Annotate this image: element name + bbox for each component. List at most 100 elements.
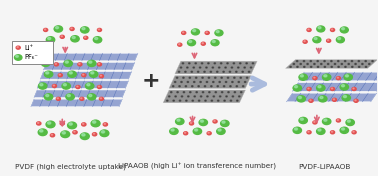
Ellipse shape <box>202 77 203 78</box>
Ellipse shape <box>37 122 41 125</box>
Ellipse shape <box>317 128 325 134</box>
Ellipse shape <box>212 40 215 43</box>
Ellipse shape <box>194 96 195 97</box>
Ellipse shape <box>174 81 176 83</box>
Ellipse shape <box>317 61 318 62</box>
Ellipse shape <box>85 83 94 89</box>
Ellipse shape <box>14 55 22 60</box>
Ellipse shape <box>330 87 335 90</box>
Ellipse shape <box>170 128 178 134</box>
Ellipse shape <box>238 67 239 68</box>
Ellipse shape <box>332 29 333 30</box>
Ellipse shape <box>338 61 339 62</box>
Ellipse shape <box>193 128 201 134</box>
Ellipse shape <box>336 77 341 80</box>
Ellipse shape <box>324 119 327 121</box>
Ellipse shape <box>90 71 98 77</box>
Ellipse shape <box>304 66 305 67</box>
Ellipse shape <box>53 85 54 86</box>
Text: PVDF (high electrolyte uptake): PVDF (high electrolyte uptake) <box>15 163 125 170</box>
Ellipse shape <box>211 40 219 46</box>
Ellipse shape <box>342 95 350 101</box>
Ellipse shape <box>293 127 302 133</box>
Ellipse shape <box>296 61 298 62</box>
Ellipse shape <box>193 30 196 32</box>
Ellipse shape <box>61 122 62 123</box>
Ellipse shape <box>331 66 332 67</box>
Ellipse shape <box>197 71 199 72</box>
Ellipse shape <box>314 37 317 40</box>
Ellipse shape <box>82 74 86 77</box>
Ellipse shape <box>332 131 333 132</box>
Polygon shape <box>31 99 122 107</box>
Ellipse shape <box>205 100 206 101</box>
Ellipse shape <box>179 86 180 87</box>
Ellipse shape <box>100 98 102 99</box>
Ellipse shape <box>219 81 220 83</box>
Ellipse shape <box>171 129 174 131</box>
Ellipse shape <box>189 63 190 64</box>
Ellipse shape <box>71 28 72 29</box>
Ellipse shape <box>48 122 51 124</box>
Ellipse shape <box>345 66 346 67</box>
Ellipse shape <box>100 75 102 76</box>
Ellipse shape <box>304 41 305 42</box>
Ellipse shape <box>82 134 85 136</box>
Ellipse shape <box>318 27 321 29</box>
Polygon shape <box>169 76 251 88</box>
Ellipse shape <box>200 81 201 83</box>
Ellipse shape <box>46 37 55 43</box>
Ellipse shape <box>224 100 225 101</box>
Ellipse shape <box>56 97 60 100</box>
Polygon shape <box>287 93 376 102</box>
Ellipse shape <box>207 96 208 97</box>
Ellipse shape <box>352 131 356 134</box>
Polygon shape <box>46 53 138 61</box>
Ellipse shape <box>98 86 102 89</box>
Ellipse shape <box>79 63 80 64</box>
Polygon shape <box>298 72 378 81</box>
Ellipse shape <box>313 121 317 124</box>
Ellipse shape <box>65 61 68 63</box>
Ellipse shape <box>84 36 88 39</box>
Ellipse shape <box>338 66 339 67</box>
Ellipse shape <box>299 117 307 124</box>
Polygon shape <box>163 90 245 103</box>
Ellipse shape <box>194 81 195 83</box>
Ellipse shape <box>290 66 291 67</box>
Ellipse shape <box>355 100 356 101</box>
Ellipse shape <box>189 122 194 125</box>
Ellipse shape <box>229 71 231 72</box>
Ellipse shape <box>216 31 219 33</box>
Ellipse shape <box>83 74 84 75</box>
Ellipse shape <box>200 96 202 97</box>
Ellipse shape <box>227 63 228 64</box>
Ellipse shape <box>208 132 209 133</box>
Polygon shape <box>43 62 135 70</box>
Ellipse shape <box>89 61 92 63</box>
Text: PF₆⁻: PF₆⁻ <box>24 55 38 61</box>
Ellipse shape <box>101 131 105 133</box>
Ellipse shape <box>66 94 74 100</box>
Ellipse shape <box>93 121 96 123</box>
Ellipse shape <box>299 74 307 80</box>
Ellipse shape <box>343 95 347 98</box>
Ellipse shape <box>189 77 191 78</box>
Ellipse shape <box>78 63 82 66</box>
Ellipse shape <box>332 88 333 89</box>
Polygon shape <box>40 72 132 79</box>
Ellipse shape <box>195 63 197 64</box>
Ellipse shape <box>181 96 183 97</box>
Ellipse shape <box>353 88 354 89</box>
Ellipse shape <box>318 66 319 67</box>
Ellipse shape <box>303 61 305 62</box>
Ellipse shape <box>184 132 188 135</box>
Ellipse shape <box>215 30 223 36</box>
Ellipse shape <box>307 28 311 32</box>
Ellipse shape <box>324 75 327 77</box>
Ellipse shape <box>244 67 245 68</box>
Ellipse shape <box>310 100 311 101</box>
Ellipse shape <box>237 100 238 101</box>
Polygon shape <box>175 61 257 74</box>
Ellipse shape <box>336 37 344 43</box>
